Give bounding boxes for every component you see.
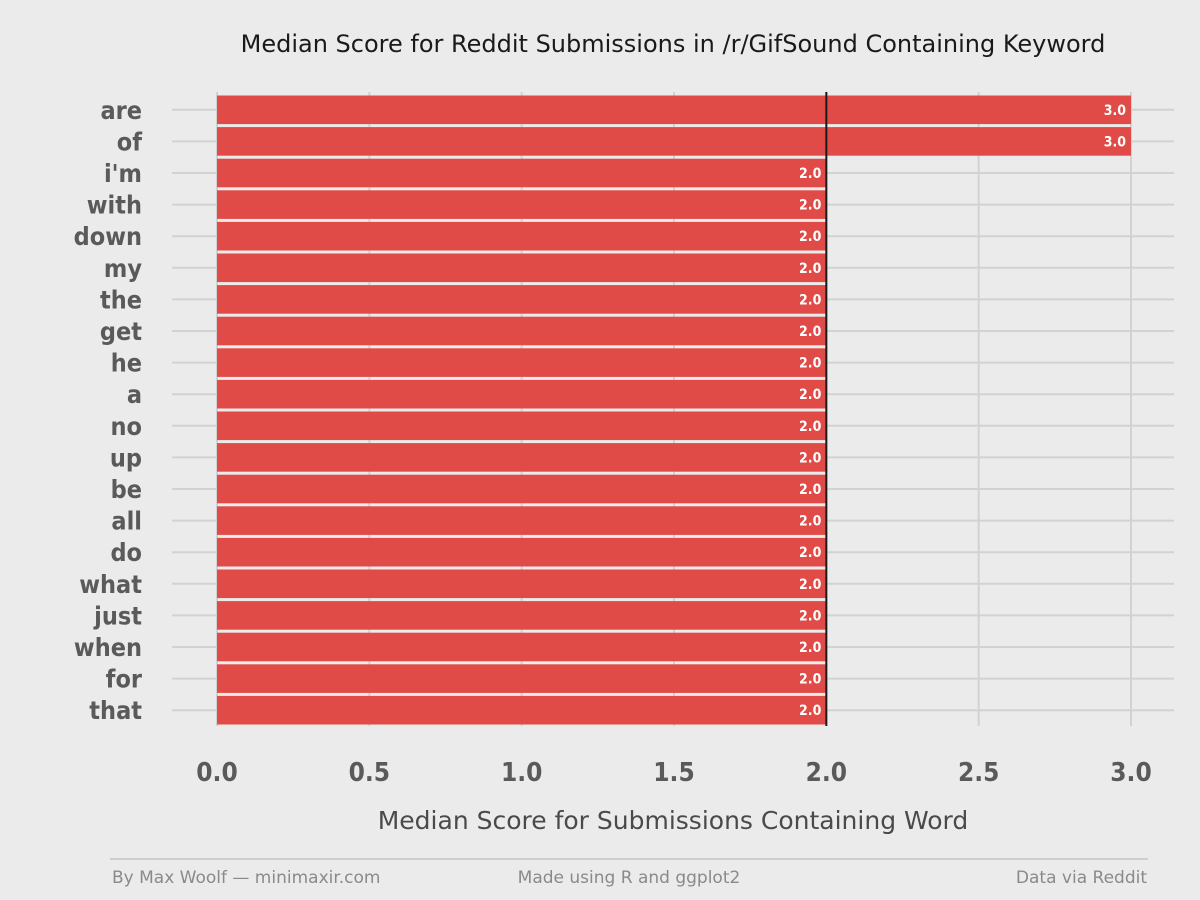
bar [217,95,1131,125]
data-label: 2.0 [799,545,822,561]
category-label: up [110,443,142,472]
data-label: 2.0 [799,419,822,435]
bar [217,695,827,725]
category-label: with [87,191,142,220]
bar [217,537,827,567]
category-label: just [93,601,142,630]
data-label: 2.0 [799,229,822,245]
bar [217,127,1131,156]
bar [217,411,827,441]
data-label: 2.0 [799,356,822,372]
data-label-layer: 3.0 3.0 2.0 2.0 2.0 2.0 2.0 2.0 2.0 2.0 2.0 2.0 2.0 2… [799,103,1126,719]
bar [217,443,827,472]
category-label: he [111,349,142,378]
bar [217,221,827,251]
chart-title: Median Score for Reddit Submissions in /… [241,30,1106,58]
data-label: 3.0 [1104,103,1127,119]
category-label: do [110,538,142,567]
x-axis-title: Median Score for Submissions Containing … [378,806,969,835]
bar [217,190,827,219]
bar [217,379,827,409]
bar [217,632,827,662]
data-label: 2.0 [799,166,822,182]
x-tick-label: 0.0 [196,758,237,788]
category-label: the [100,285,142,314]
bar [217,474,827,504]
category-label: get [100,317,142,346]
bar [217,253,827,283]
bar [217,285,827,314]
footer-tools: Made using R and ggplot2 [518,868,741,888]
x-tick-label: 2.0 [806,758,847,788]
bar [217,601,827,630]
data-label: 2.0 [799,292,822,308]
data-label: 2.0 [799,482,822,498]
data-label: 2.0 [799,640,822,656]
data-label: 2.0 [799,703,822,719]
data-label: 2.0 [799,450,822,466]
bar [217,569,827,599]
data-label: 2.0 [799,387,822,403]
bar [217,348,827,377]
category-label: are [100,96,142,125]
data-label: 2.0 [799,672,822,688]
x-tick-label: 3.0 [1110,758,1151,788]
bar [217,664,827,693]
bar-layer [217,95,1131,725]
footer-credit: By Max Woolf — minimaxir.com [112,868,381,888]
x-tick-label-layer: 0.0 0.5 1.0 1.5 2.0 2.5 3.0 [196,758,1151,788]
category-label: of [117,127,142,156]
x-tick-label: 0.5 [349,758,390,788]
data-label: 2.0 [799,608,822,624]
category-label: that [89,696,142,725]
category-label: all [111,507,142,536]
data-label: 2.0 [799,514,822,530]
x-tick-label: 2.5 [958,758,999,788]
category-label: no [111,412,142,441]
category-label: what [79,570,142,599]
category-label: a [127,380,142,409]
x-tick-label: 1.5 [653,758,694,788]
data-label: 2.0 [799,198,822,214]
data-label: 2.0 [799,324,822,340]
category-label: be [111,475,142,504]
x-tick-label: 1.0 [501,758,542,788]
category-label: down [74,222,142,251]
data-label: 2.0 [799,577,822,593]
category-label: for [106,665,143,694]
bar [217,506,827,535]
category-label: my [104,254,142,283]
data-label: 2.0 [799,261,822,277]
data-label: 3.0 [1104,134,1127,150]
footer-source: Data via Reddit [1016,868,1147,888]
bar [217,158,827,188]
bar [217,316,827,346]
category-label: when [74,633,142,662]
category-label: i'm [104,159,142,188]
